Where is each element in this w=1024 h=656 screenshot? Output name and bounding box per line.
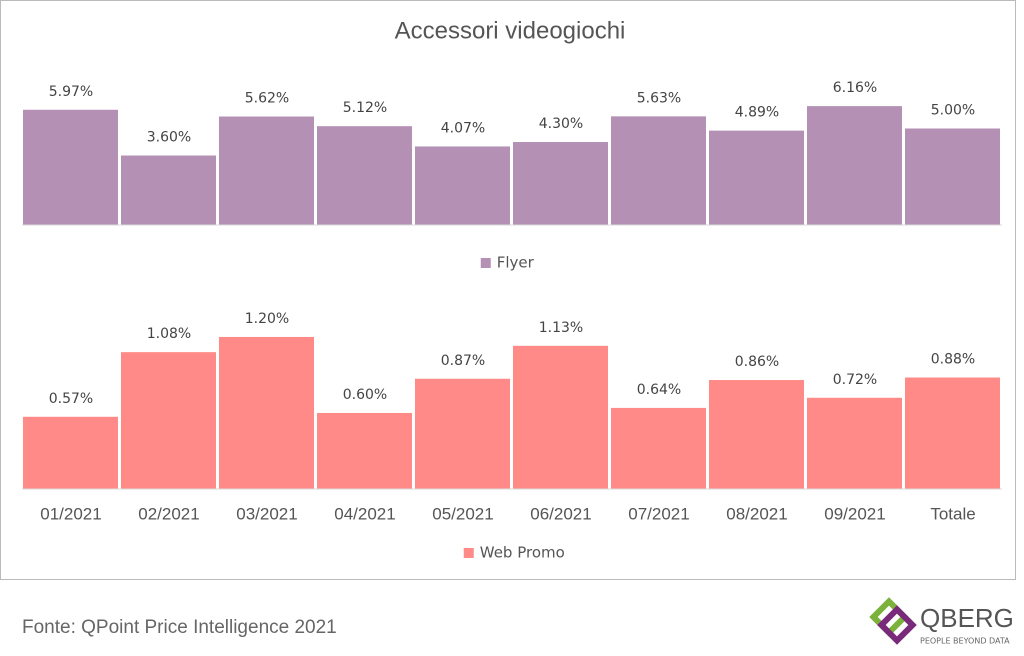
bar	[219, 336, 314, 489]
chart-title: Accessori videogiochi	[395, 17, 626, 44]
x-tick-label: 03/2021	[236, 504, 297, 523]
data-label: 0.72%	[833, 372, 877, 388]
data-label: 3.60%	[147, 130, 191, 146]
legend-label: Flyer	[497, 254, 535, 272]
bar	[415, 146, 510, 225]
logo-icon	[869, 597, 917, 645]
bar	[611, 116, 706, 225]
data-label: 5.00%	[931, 103, 975, 119]
x-tick-label: 09/2021	[824, 504, 885, 523]
data-label: 1.13%	[539, 320, 583, 336]
bar	[23, 109, 118, 225]
bar	[807, 106, 902, 225]
legend-swatch	[480, 258, 491, 268]
data-label: 5.62%	[245, 91, 289, 107]
data-label: 6.16%	[833, 80, 877, 96]
data-label: 0.86%	[735, 354, 779, 370]
x-tick-label: 08/2021	[726, 504, 787, 523]
data-label: 5.12%	[343, 100, 387, 116]
bar	[219, 116, 314, 225]
data-label: 4.89%	[735, 105, 779, 121]
data-label: 4.07%	[441, 120, 485, 136]
bar	[513, 345, 608, 489]
x-tick-label: Totale	[930, 504, 975, 523]
data-label: 1.08%	[147, 326, 191, 342]
data-label: 1.20%	[245, 311, 289, 327]
logo-diamond	[877, 605, 917, 645]
data-label: 0.87%	[441, 353, 485, 369]
bar	[23, 416, 118, 489]
bar	[317, 126, 412, 225]
x-tick-label: 02/2021	[138, 504, 199, 523]
bar	[807, 397, 902, 489]
data-label: 0.57%	[49, 391, 93, 407]
x-tick-label: 01/2021	[40, 504, 101, 523]
data-label: 5.97%	[49, 84, 93, 100]
data-label: 0.64%	[637, 382, 681, 398]
bar	[121, 352, 216, 489]
logo-name: QBERG	[920, 603, 1014, 633]
logo-tagline: PEOPLE BEYOND DATA	[920, 637, 1010, 646]
x-tick-label: 04/2021	[334, 504, 395, 523]
bar	[415, 378, 510, 489]
bar	[905, 377, 1000, 489]
data-label: 4.30%	[539, 116, 583, 132]
bar	[611, 407, 706, 489]
x-tick-label: 05/2021	[432, 504, 493, 523]
data-label: 5.63%	[637, 90, 681, 106]
bar	[121, 155, 216, 225]
legend-label: Web Promo	[480, 544, 565, 562]
bar	[709, 380, 804, 489]
bar	[317, 412, 412, 489]
bar	[905, 128, 1000, 225]
bar	[513, 142, 608, 225]
x-tick-label: 06/2021	[530, 504, 591, 523]
x-tick-label: 07/2021	[628, 504, 689, 523]
data-label: 0.60%	[343, 387, 387, 403]
data-label: 0.88%	[931, 352, 975, 368]
bar	[709, 130, 804, 225]
legend-swatch	[463, 548, 474, 558]
source-note: Fonte: QPoint Price Intelligence 2021	[22, 617, 337, 638]
